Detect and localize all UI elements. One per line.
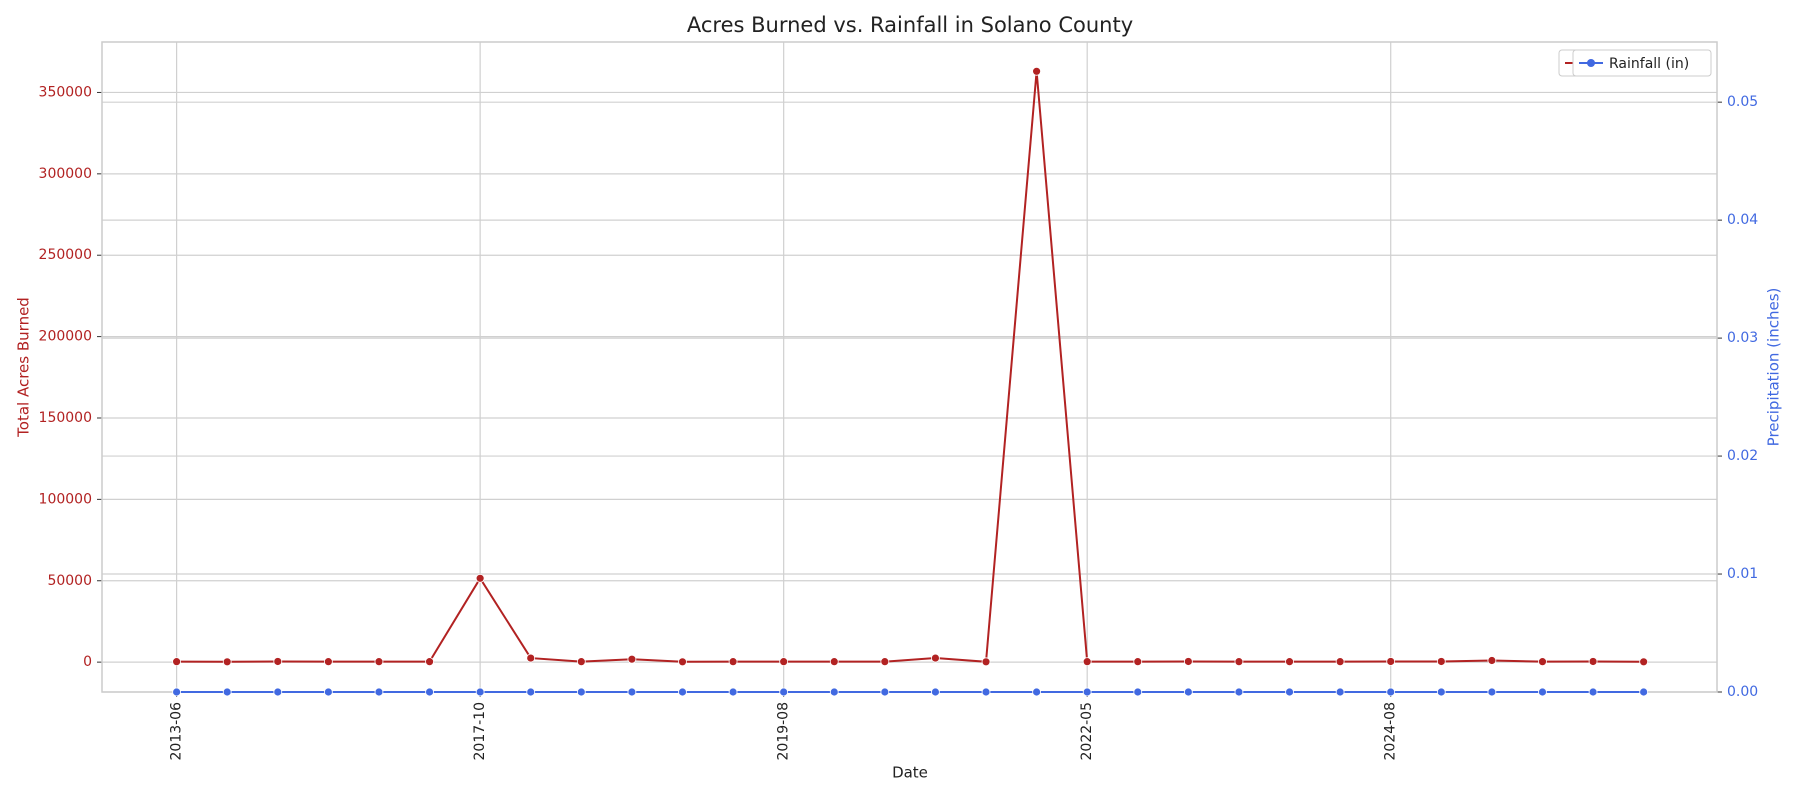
data-point — [678, 687, 687, 697]
data-point — [1183, 657, 1193, 666]
data-point — [425, 657, 434, 667]
y-tick-label: 350000 — [39, 84, 92, 100]
legend-box — [1572, 49, 1712, 77]
data-point — [1183, 687, 1193, 697]
data-point — [273, 687, 283, 697]
data-point — [475, 573, 485, 583]
y-tick-label: 300000 — [39, 166, 92, 182]
plot-frame — [101, 41, 1718, 693]
data-point — [1133, 657, 1143, 667]
x-tick-label: 2022-05 — [1079, 702, 1095, 761]
data-point — [374, 657, 384, 667]
data-point — [1032, 687, 1042, 697]
y2-tick-label: 0.04 — [1727, 212, 1758, 228]
data-point — [1487, 687, 1497, 697]
y-tick-label: 50000 — [47, 573, 92, 589]
data-point — [475, 687, 485, 697]
data-point — [678, 657, 687, 667]
grid — [102, 42, 1717, 693]
data-point — [374, 687, 384, 697]
x-tick-label: 2024-08 — [1383, 702, 1399, 761]
data-point — [1588, 657, 1598, 666]
data-point — [829, 687, 839, 697]
data-point — [880, 657, 890, 667]
series-line — [176, 71, 1644, 663]
data-point — [576, 657, 586, 667]
data-point — [1386, 657, 1396, 666]
data-point — [728, 657, 738, 667]
y2-tick-label: 0.02 — [1727, 448, 1758, 464]
chart-title: Acres Burned vs. Rainfall in Solano Coun… — [687, 13, 1133, 37]
data-point — [1436, 687, 1446, 697]
data-point — [323, 687, 333, 697]
data-point — [1538, 687, 1547, 697]
data-point — [323, 657, 333, 667]
x-tick-label: 2013-06 — [169, 702, 185, 761]
data-point — [222, 687, 232, 697]
data-point — [1639, 657, 1649, 667]
data-point — [1285, 687, 1294, 697]
y2-tick-label: 0.01 — [1727, 566, 1758, 582]
y2-tick-label: 0.03 — [1727, 330, 1758, 346]
data-point — [880, 687, 890, 697]
y-tick-label: 250000 — [39, 247, 92, 263]
x-tick-label: 2019-08 — [776, 702, 792, 761]
data-point — [1487, 656, 1497, 665]
x-tick-label: 2017-10 — [472, 702, 488, 761]
data-point — [1234, 687, 1244, 697]
data-point — [526, 687, 536, 697]
data-point — [1285, 657, 1294, 667]
data-point — [931, 687, 940, 697]
data-point — [1639, 687, 1649, 697]
data-point — [829, 657, 839, 667]
data-point — [576, 687, 586, 697]
data-point — [172, 657, 182, 667]
legend-marker — [1587, 59, 1595, 67]
legend-label: Rainfall (in) — [1609, 56, 1689, 72]
data-point — [1082, 687, 1092, 697]
data-point — [1234, 657, 1244, 667]
data-point — [1436, 657, 1446, 666]
data-point — [1032, 66, 1042, 76]
data-point — [728, 687, 738, 697]
data-point — [779, 657, 789, 667]
data-point — [222, 657, 232, 667]
data-point — [981, 687, 991, 697]
y-tick-label: 100000 — [39, 491, 92, 507]
y-tick-label: 150000 — [39, 410, 92, 426]
y-tick-label: 0 — [83, 654, 92, 670]
data-point — [1538, 657, 1547, 667]
data-point — [779, 687, 789, 697]
data-point — [1335, 687, 1345, 697]
y-axis-label: Total Acres Burned — [15, 297, 33, 438]
data-point — [172, 687, 182, 697]
data-point — [627, 687, 637, 697]
y2-tick-label: 0.00 — [1727, 684, 1758, 700]
data-point — [1386, 687, 1396, 697]
data-point — [1082, 657, 1092, 667]
data-point — [1335, 657, 1345, 667]
y-tick-label: 200000 — [39, 329, 92, 345]
data-point — [1133, 687, 1143, 697]
data-point — [526, 653, 536, 663]
data-point — [981, 657, 991, 667]
y2-axis-label: Precipitation (inches) — [1765, 288, 1783, 447]
data-point — [425, 687, 434, 697]
data-point — [273, 657, 283, 666]
legend: Rainfall (in) — [1572, 49, 1712, 77]
data-point — [931, 653, 940, 663]
data-point — [627, 654, 637, 664]
x-axis-label: Date — [892, 764, 928, 782]
data-point — [1588, 687, 1598, 697]
y2-tick-label: 0.05 — [1727, 94, 1758, 110]
